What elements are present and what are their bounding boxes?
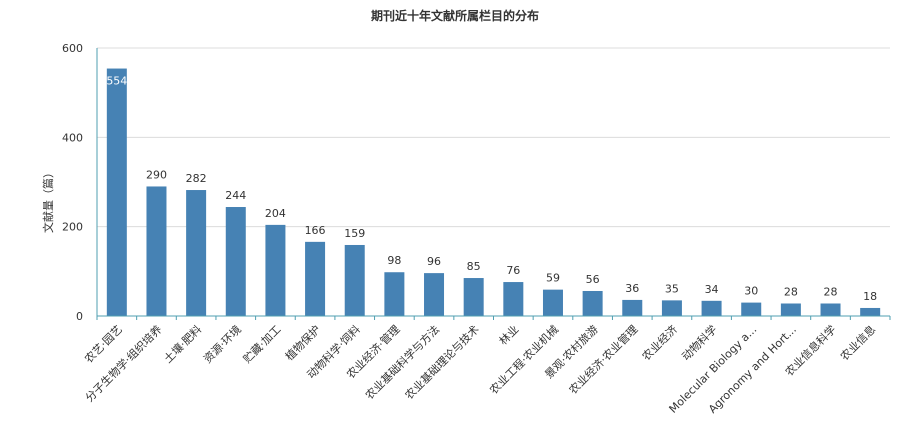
bar: [701, 300, 722, 316]
bar: [344, 244, 365, 316]
x-tick-label: 林业: [496, 322, 521, 347]
bar: [503, 282, 524, 316]
x-tick-label: 贮藏·加工: [241, 323, 284, 366]
x-tick-label: 农业基础科学与方法: [362, 322, 442, 402]
x-tick-label: 资源·环境: [200, 322, 243, 365]
bar: [463, 278, 484, 316]
data-label: 56: [586, 273, 600, 286]
data-label: 28: [824, 285, 838, 298]
value-labels: 554 290 282 244 204 166 159 98 96 85 76 59 56 36 35 34 3…: [106, 75, 877, 303]
bar: [384, 272, 405, 316]
bar: [582, 290, 603, 316]
bar: [542, 289, 563, 316]
y-tick-label: 400: [62, 131, 83, 144]
data-label: 98: [387, 254, 401, 267]
x-tick-label: 农业工程·农业机械: [486, 322, 561, 397]
bar: [265, 224, 286, 316]
bar: [146, 186, 167, 316]
bar: [225, 207, 246, 316]
bars: [106, 68, 881, 317]
chart-title: 期刊近十年文献所属栏目的分布: [371, 8, 539, 23]
data-label: 35: [665, 282, 679, 295]
bar: [186, 190, 207, 316]
gridlines: [97, 47, 890, 228]
data-label: 59: [546, 272, 560, 285]
y-tick-label: 600: [62, 42, 83, 55]
bar: [106, 68, 127, 317]
data-label: 34: [705, 283, 719, 296]
x-tick-label: 农业基础理论与技术: [402, 322, 482, 402]
data-label: 290: [146, 168, 167, 181]
x-tick-label: 农业经济·农业管理: [566, 322, 641, 397]
data-label: 28: [784, 285, 798, 298]
x-tick-label: 分子生物学·组织培养: [82, 322, 164, 404]
data-label: 166: [305, 224, 326, 237]
data-label: 159: [344, 227, 365, 240]
bar: [860, 307, 881, 316]
x-tick-label: 农业信息: [837, 322, 878, 363]
bar: [741, 302, 762, 316]
bar: [780, 303, 801, 316]
data-label: 18: [863, 290, 877, 303]
data-label: 96: [427, 255, 441, 268]
bar: [820, 303, 841, 316]
x-tick-label: 农业经济: [639, 322, 680, 363]
bar: [424, 273, 445, 316]
bar: [622, 299, 643, 316]
x-tick-label: 植物保护: [282, 322, 323, 363]
bar: [305, 241, 326, 316]
data-label: 30: [744, 285, 758, 298]
x-tick-label: 土壤·肥料: [161, 322, 204, 365]
data-label: 36: [625, 282, 639, 295]
bar: [661, 300, 682, 316]
data-label: 85: [467, 260, 481, 273]
data-label: 554: [106, 75, 127, 88]
data-label: 76: [506, 264, 520, 277]
data-label: 244: [225, 189, 246, 202]
x-tick-label: 动物科学: [679, 322, 720, 363]
y-tick-label: 0: [76, 310, 83, 323]
data-label: 282: [186, 172, 207, 185]
y-axis-label: 文献量（篇）: [41, 167, 55, 233]
y-tick-label: 200: [62, 221, 83, 234]
data-label: 204: [265, 207, 286, 220]
